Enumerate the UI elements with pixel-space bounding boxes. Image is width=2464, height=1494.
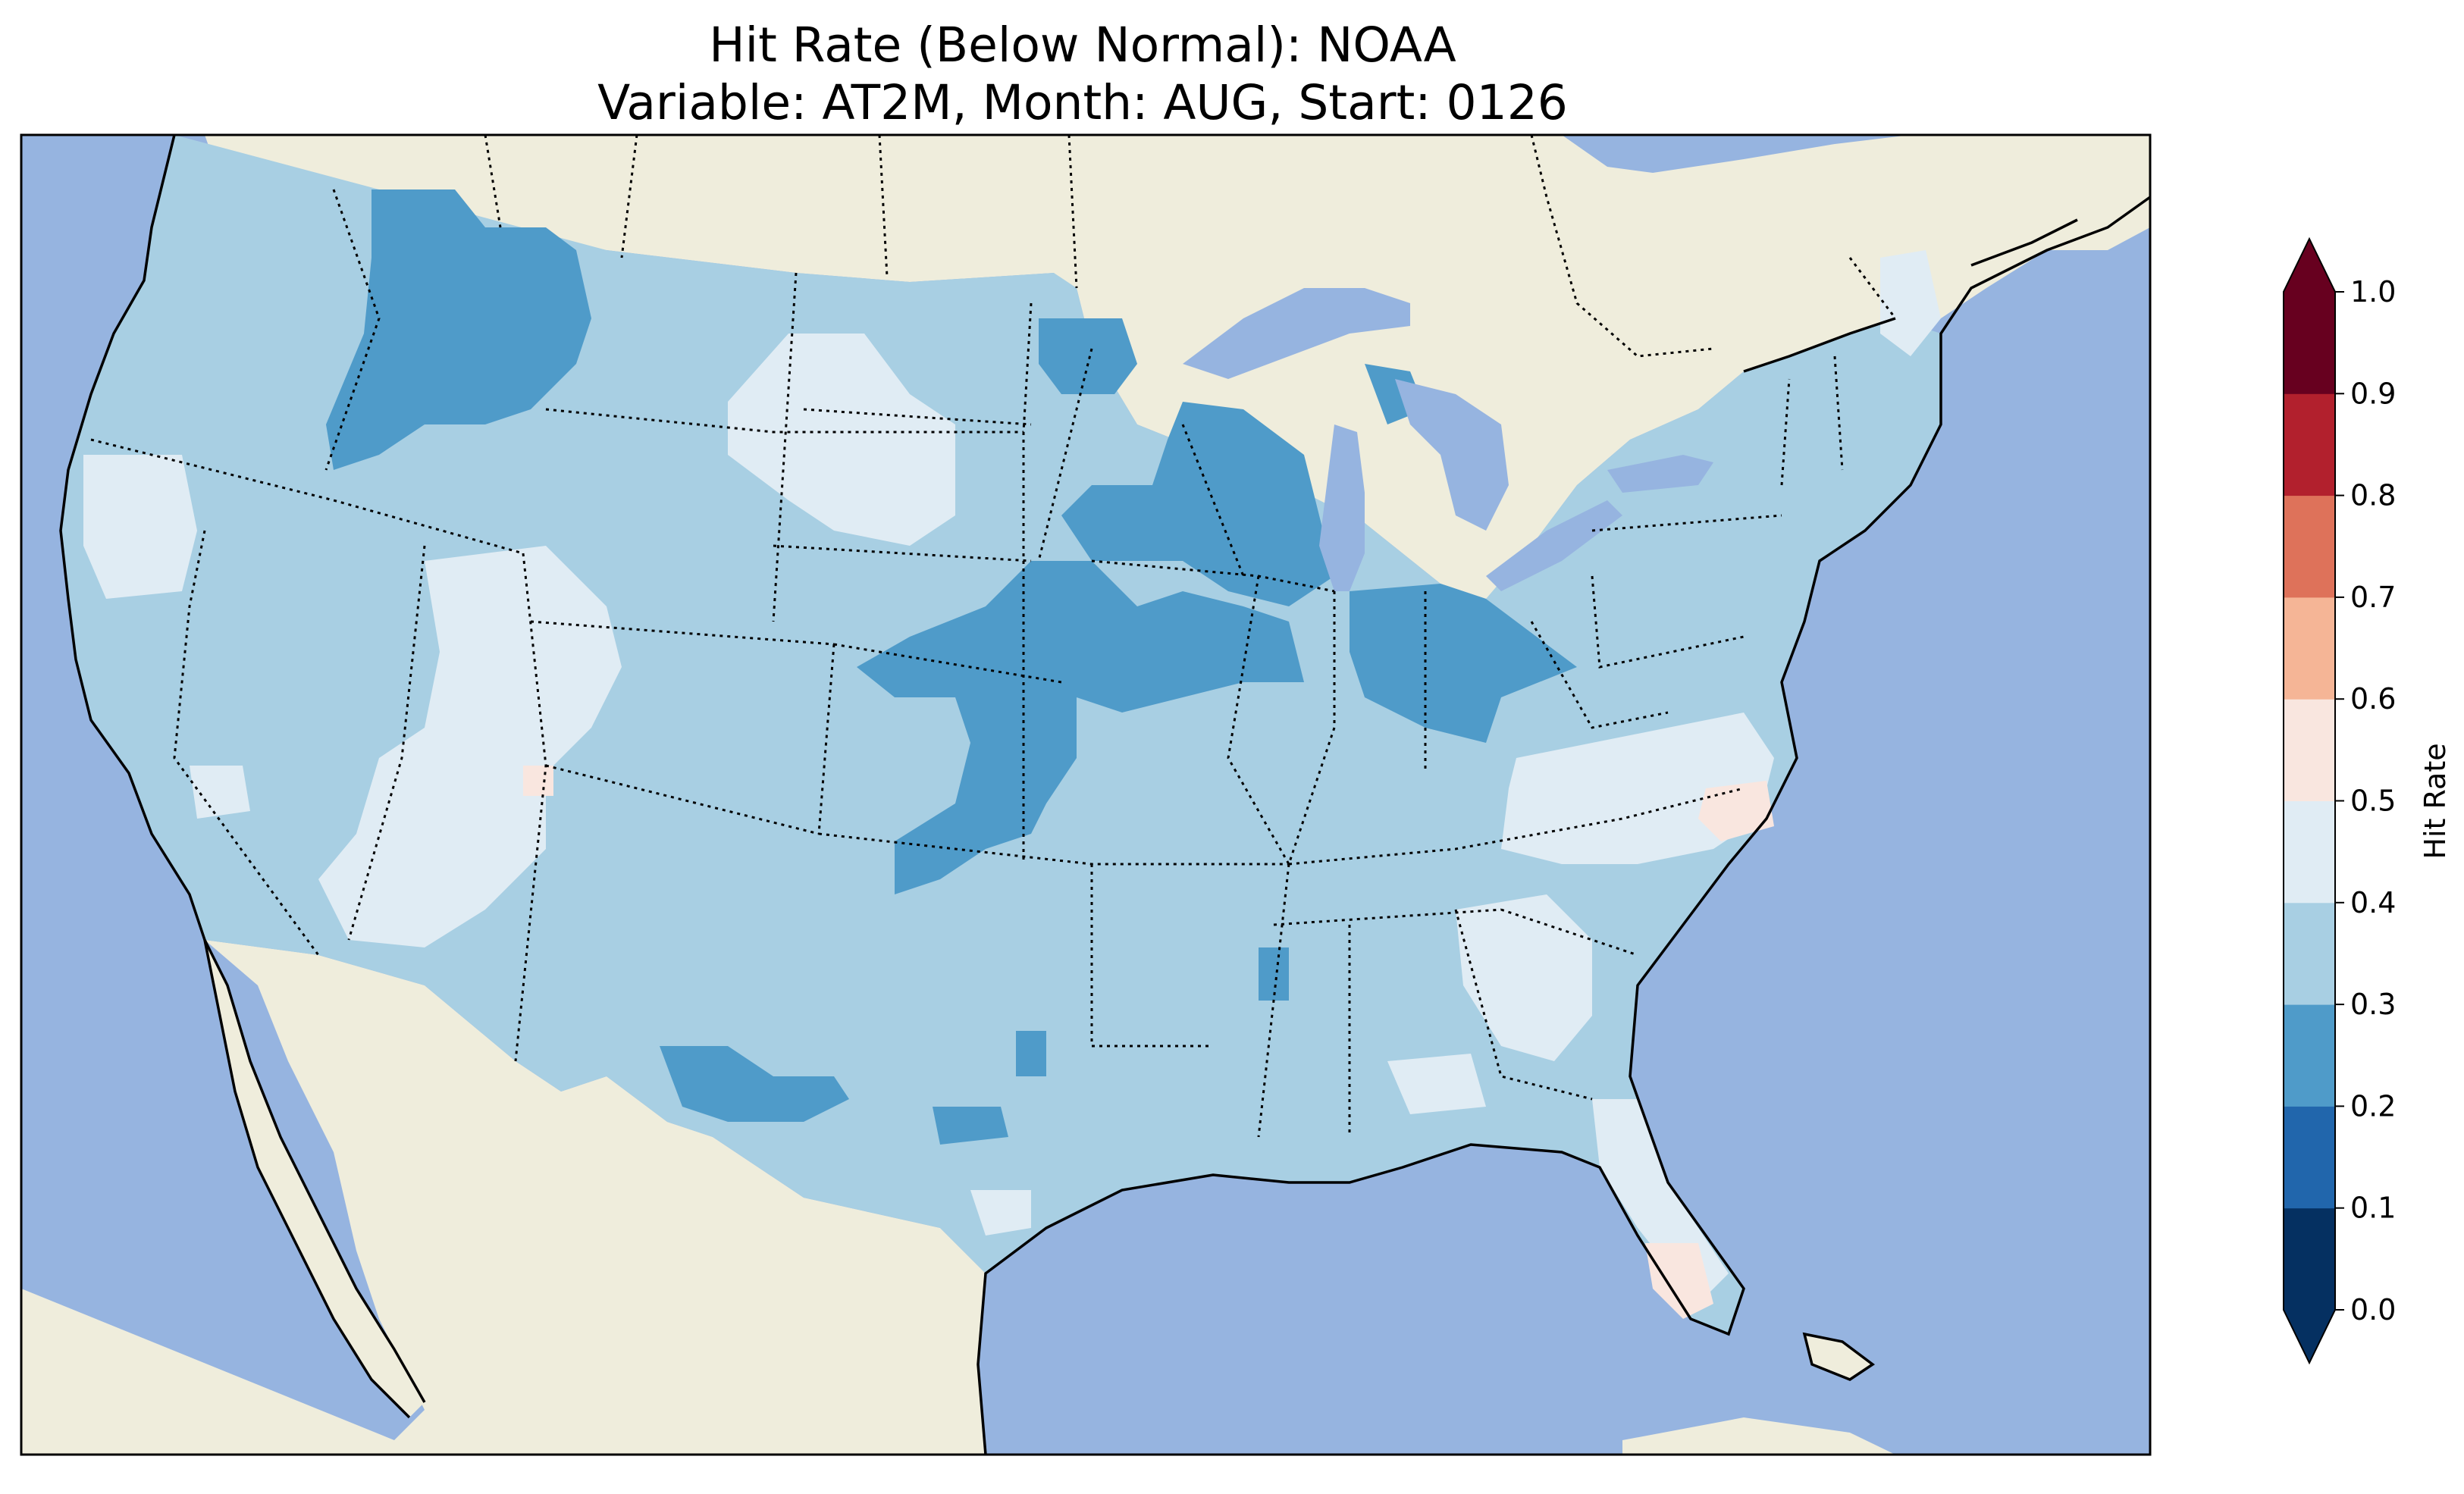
title-line-1: Hit Rate (Below Normal): NOAA: [709, 17, 1456, 73]
map-title: Hit Rate (Below Normal): NOAA Variable: …: [21, 17, 2144, 132]
colorbar-ticks: 0.0 0.1 0.2 0.3 0.4 0.5 0.6 0.7 0.8 0.9 1.0: [2335, 275, 2396, 1326]
colorbar-bin: [2284, 800, 2335, 904]
canada-land: [174, 135, 2150, 599]
colorbar-tick-label: 0.6: [2350, 682, 2396, 716]
lake-huron: [1395, 379, 1509, 531]
baja-california-land: [205, 940, 425, 1417]
colorbar-tick-label: 0.3: [2350, 988, 2396, 1021]
province-borders: [484, 135, 1897, 358]
colorbar-under-triangle: [2284, 1310, 2335, 1363]
colorbar: 0.0 0.1 0.2 0.3 0.4 0.5 0.6 0.7 0.8 0.9 1.0 Hit Ra…: [2283, 236, 2452, 1365]
colorbar-bin: [2284, 495, 2335, 598]
colorbar-tick-label: 0.9: [2350, 377, 2396, 410]
colorbar-bin: [2284, 1004, 2335, 1107]
lake-superior: [1183, 288, 1410, 379]
state-borders: [90, 189, 1844, 1138]
lake-michigan: [1319, 424, 1365, 591]
colorbar-tick-label: 0.0: [2350, 1293, 2396, 1326]
great-lakes: [1183, 288, 1713, 591]
coastlines: [59, 135, 2150, 1455]
mid-hit-rate-regions: [83, 250, 1941, 1304]
map-area: [21, 135, 2150, 1455]
colorbar-bin: [2284, 699, 2335, 801]
colorbar-over-triangle: [2284, 239, 2335, 292]
colorbar-tick-label: 1.0: [2350, 275, 2396, 309]
colorbar-tick-label: 0.5: [2350, 785, 2396, 818]
colorbar-bin: [2284, 292, 2335, 394]
colorbar-tick-label: 0.2: [2350, 1089, 2396, 1123]
colorbar-tick-label: 0.1: [2350, 1192, 2396, 1225]
colorbar-label: Hit Rate: [2419, 743, 2452, 859]
colorbar-bins: [2284, 292, 2335, 1311]
map-frame: [20, 133, 2152, 1456]
low-hit-rate-regions: [326, 189, 1577, 1145]
colorbar-bin: [2284, 393, 2335, 496]
colorbar-tick-label: 0.4: [2350, 886, 2396, 919]
colorbar-bin: [2284, 1106, 2335, 1209]
title-line-2: Variable: AT2M, Month: AUG, Start: 0126: [597, 75, 1568, 130]
colorbar-bin: [2284, 1207, 2335, 1311]
colorbar-bin: [2284, 597, 2335, 700]
lake-erie: [1486, 500, 1622, 591]
mexico-land: [21, 940, 986, 1455]
colorbar-tick-label: 0.8: [2350, 479, 2396, 512]
colorbar-bin: [2284, 902, 2335, 1005]
colorbar-tick-label: 0.7: [2350, 581, 2396, 614]
lake-ontario: [1607, 455, 1713, 493]
yucatan-land: [1622, 1417, 1895, 1455]
